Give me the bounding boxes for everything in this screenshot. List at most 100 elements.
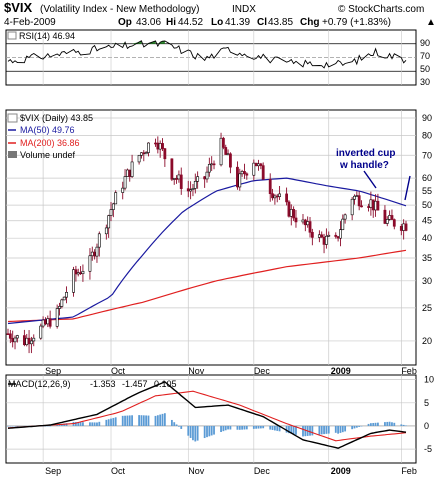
candle-body	[128, 169, 132, 177]
candle-body	[44, 319, 47, 325]
macd-hist-bar	[344, 425, 347, 432]
candle-body	[25, 337, 29, 346]
macd-hist-bar	[388, 421, 391, 426]
header-exchange: INDX	[232, 4, 256, 15]
legend-price: $VIX (Daily) 43.85	[20, 113, 93, 123]
candle-body	[390, 215, 394, 220]
macd-hist-bar	[269, 425, 272, 430]
annotation: inverted cup w handle?	[336, 148, 411, 201]
macd-hist-bar	[369, 423, 372, 426]
candle-body	[289, 209, 293, 217]
price-tick-label: 25	[422, 303, 432, 313]
candle-body	[193, 181, 197, 189]
macd-hist-value: 0.105	[154, 379, 177, 389]
legend-volume-swatch	[8, 151, 17, 158]
candle-body	[327, 234, 331, 237]
candle-body	[357, 195, 361, 207]
macd-tick-label: -5	[424, 444, 432, 454]
macd-hist-bar	[255, 425, 258, 429]
macd-hist-bar	[339, 425, 342, 433]
macd-hist-bar	[49, 425, 52, 427]
candle-body	[402, 223, 406, 231]
candle-body	[123, 176, 127, 189]
candle-body	[341, 218, 345, 230]
macd-hist-bar	[337, 425, 340, 434]
candle-body	[226, 153, 230, 156]
candle-body	[76, 272, 80, 275]
candle-body	[81, 270, 85, 275]
candle-body	[175, 178, 178, 180]
x-tick-label-upper: Feb	[401, 366, 417, 376]
x-tick-label-upper: 2009	[331, 366, 351, 376]
macd-label: MACD(12,26,9)	[8, 379, 71, 389]
rsi-overbought-fill	[162, 40, 165, 44]
candle-body	[275, 195, 279, 198]
price-panel: 90 80 70 60 55 50 45 40 35 30 25 20 $VIX (Daily) 43…	[5, 109, 432, 366]
annotation-line-2: w handle?	[339, 160, 389, 171]
stat-lo-label: Lo	[211, 17, 223, 28]
macd-value: -1.353	[90, 379, 116, 389]
macd-hist-bar	[192, 425, 194, 441]
candle-body	[240, 171, 244, 175]
macd-hist-bar	[93, 422, 96, 426]
candle-body	[93, 251, 97, 257]
candle-body	[287, 201, 291, 217]
macd-hist-bar	[203, 425, 206, 439]
candle-body	[41, 319, 45, 327]
macd-hist-bar	[360, 425, 363, 427]
legend-volume: Volume undef	[20, 150, 76, 160]
candle-body	[285, 193, 289, 203]
macd-hist-bar	[206, 425, 208, 438]
price-tick-label: 40	[422, 233, 432, 243]
x-tick-label-upper: Oct	[111, 366, 126, 376]
macd-hist-bar	[302, 425, 304, 437]
macd-hist-bar	[110, 418, 112, 426]
header-symbol: $VIX	[4, 0, 33, 15]
candle-body	[236, 166, 239, 188]
candle-body	[109, 209, 113, 216]
macd-hist-bar	[14, 425, 16, 427]
candle-body	[252, 162, 256, 176]
stat-op-value: 43.06	[136, 17, 161, 28]
price-tick-label: 20	[422, 336, 432, 346]
legend-ma200: MA(200) 36.86	[20, 138, 80, 148]
candle-body	[186, 188, 190, 192]
macd-hist-bar	[227, 425, 229, 430]
macd-signal-value: -1.457	[122, 379, 148, 389]
candle-body	[388, 215, 392, 220]
macd-hist-bar	[163, 413, 166, 426]
macd-hist-bar	[353, 425, 356, 429]
stat-lo-value: 41.39	[225, 17, 250, 28]
macd-hist-bar	[222, 425, 225, 432]
macd-hist-bar	[393, 422, 396, 426]
annotation-line-1: inverted cup	[336, 148, 395, 159]
macd-hist-bar	[96, 422, 98, 426]
candle-body	[191, 188, 195, 190]
macd-hist-bar	[208, 425, 211, 437]
stat-cl-value: 43.85	[268, 17, 293, 28]
annotation-arrow-handle	[404, 175, 411, 201]
candle-body	[142, 152, 146, 155]
candle-body	[308, 221, 312, 233]
price-ticks: 90 80 70 60 55 50 45 40 35 30 25 20	[422, 113, 432, 346]
candle-body	[177, 174, 181, 180]
macd-hist-bar	[276, 425, 279, 431]
macd-hist-bar	[98, 421, 101, 426]
candle-body	[343, 214, 347, 220]
price-tick-label: 90	[422, 113, 432, 123]
candle-body	[27, 337, 31, 345]
candle-body	[303, 219, 307, 226]
macd-hist-bar	[341, 425, 344, 433]
macd-hist-bar	[82, 422, 84, 426]
candle-body	[355, 195, 359, 197]
macd-hist-bar	[194, 425, 197, 442]
macd-hist-bar	[295, 425, 297, 435]
annotation-arrow-cup	[363, 170, 377, 189]
macd-line	[7, 381, 407, 449]
candle-body	[203, 176, 207, 180]
macd-hist-bar	[23, 425, 26, 427]
macd-hist-bar	[241, 425, 244, 430]
price-frame	[5, 109, 417, 366]
macd-hist-bar	[161, 413, 164, 426]
macd-hist-bar	[178, 425, 180, 427]
